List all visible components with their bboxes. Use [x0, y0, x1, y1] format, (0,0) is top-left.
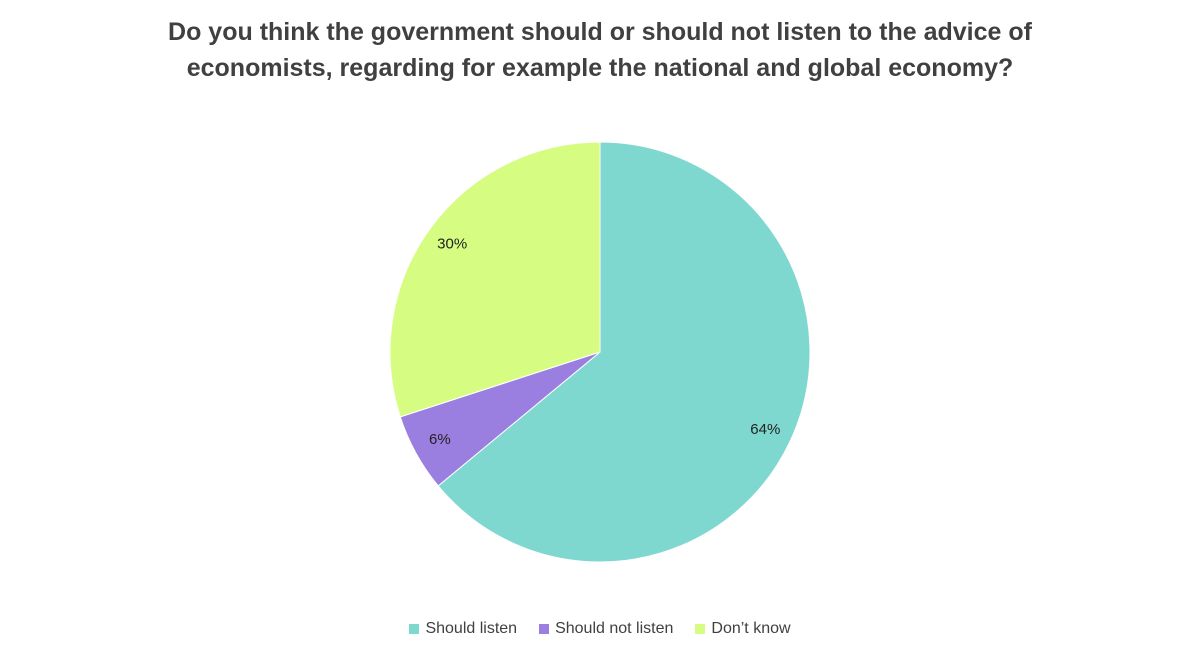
legend-label: Should not listen	[555, 620, 674, 637]
pie-slice	[389, 141, 601, 418]
data-label: 30%	[437, 236, 467, 253]
legend-swatch	[695, 624, 706, 634]
legend-item: Don’t know	[695, 620, 791, 638]
pie-slice	[437, 141, 811, 563]
chart-title: Do you think the government should or sh…	[168, 18, 1032, 82]
data-label: 64%	[750, 421, 780, 438]
data-label: 6%	[429, 431, 451, 448]
legend-swatch	[539, 624, 550, 634]
legend-swatch	[409, 624, 420, 634]
legend-item: Should not listen	[539, 620, 673, 638]
legend-label: Should listen	[425, 620, 518, 637]
legend-label: Don’t know	[711, 620, 791, 637]
legend-item: Should listen	[409, 620, 517, 638]
legend: Should listen Should not listen Don’t know	[0, 620, 1200, 638]
